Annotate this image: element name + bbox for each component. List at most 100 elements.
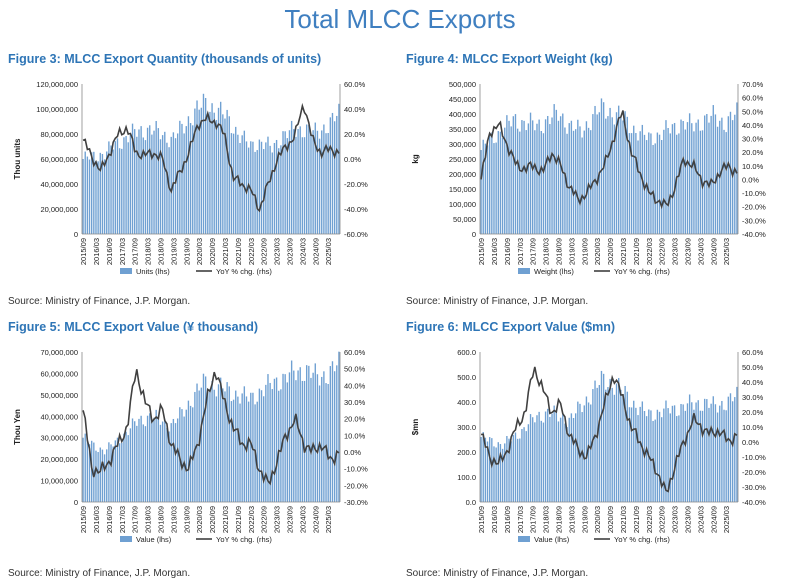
bar-mark — [723, 129, 725, 234]
bar-mark — [540, 131, 542, 234]
bar-mark — [183, 133, 185, 234]
bar-mark — [95, 450, 97, 502]
x-tick-label: 2017/03 — [516, 238, 525, 265]
bar-mark — [106, 449, 108, 502]
bar-mark — [716, 126, 719, 234]
bar-mark — [501, 448, 504, 502]
bar-mark — [542, 422, 545, 502]
bar-mark — [723, 409, 725, 502]
bar-mark — [499, 131, 502, 234]
bar-mark — [686, 403, 689, 502]
bar-mark — [697, 400, 699, 502]
x-tick-label: 2024/09 — [709, 506, 718, 533]
bar-mark — [682, 404, 684, 502]
bar-mark — [553, 405, 555, 502]
bar-mark — [609, 107, 611, 234]
bar-mark — [574, 129, 577, 234]
bar-mark — [204, 97, 207, 235]
bar-mark — [93, 442, 95, 502]
bar-mark — [312, 130, 314, 234]
bar-mark — [157, 415, 160, 502]
bar-mark — [230, 133, 233, 234]
bar-mark — [237, 134, 239, 234]
bar-mark — [544, 119, 547, 234]
bar-mark — [628, 407, 631, 502]
bar-mark — [566, 427, 568, 502]
x-tick-label: 2018/03 — [542, 506, 551, 533]
bar-mark — [187, 116, 190, 234]
bar-mark — [290, 360, 293, 502]
bar-mark — [495, 447, 497, 502]
bar-mark — [506, 436, 508, 502]
bar-mark — [129, 134, 132, 234]
bar-mark — [267, 136, 269, 234]
bar-mark — [295, 136, 297, 234]
bar-mark — [497, 131, 499, 234]
left-tick-label: 100.0 — [457, 473, 476, 482]
figure-5-chart: 0 10,000,000 20,000,000 30,000,000 40,000,00… — [13, 348, 368, 544]
bar-mark — [90, 440, 93, 502]
bar-mark — [114, 141, 117, 234]
bar-mark — [559, 116, 562, 234]
bar-mark — [729, 111, 732, 234]
bar-mark — [536, 415, 538, 502]
x-tick-label: 2018/09 — [554, 506, 563, 533]
bar-mark — [504, 443, 506, 502]
bar-mark — [250, 392, 252, 502]
bar-mark — [622, 393, 624, 502]
legend-line-label: YoY % chg. (rhs) — [614, 267, 670, 276]
x-tick-label: 2017/03 — [118, 238, 127, 265]
bar-mark — [633, 400, 635, 502]
bar-mark — [187, 400, 190, 502]
right-tick-label: 70.0% — [742, 80, 764, 89]
bar-mark — [235, 126, 237, 234]
left-tick-label: 80,000,000 — [40, 130, 78, 139]
bar-mark — [590, 130, 592, 234]
bar-mark — [243, 386, 246, 502]
bar-mark — [305, 365, 308, 502]
bar-mark — [196, 100, 198, 235]
bar-mark — [680, 403, 682, 502]
x-tick-label: 2019/03 — [169, 506, 178, 533]
x-tick-label: 2018/09 — [554, 238, 563, 265]
bar-mark — [295, 380, 297, 502]
yoy-line — [480, 110, 738, 210]
bar-mark — [559, 417, 562, 502]
bar-mark — [153, 130, 155, 234]
bar-mark — [235, 390, 237, 502]
bar-mark — [136, 136, 138, 234]
bar-mark — [519, 438, 521, 502]
right-tick-label: 20.0% — [344, 130, 366, 139]
bar-mark — [228, 116, 230, 234]
x-tick-label: 2021/03 — [619, 238, 628, 265]
bar-mark — [688, 113, 691, 234]
x-tick-label: 2021/03 — [619, 506, 628, 533]
x-tick-label: 2020/09 — [606, 238, 615, 265]
left-tick-label: 400.0 — [457, 398, 476, 407]
bar-mark — [161, 135, 164, 234]
y-axis-label: Thou units — [13, 138, 22, 179]
x-tick-label: 2017/03 — [516, 506, 525, 533]
bar-mark — [288, 130, 291, 234]
left-tick-label: 100,000,000 — [36, 105, 78, 114]
bar-mark — [564, 127, 566, 234]
bar-mark — [650, 133, 652, 234]
bar-mark — [183, 416, 185, 502]
left-tick-label: 70,000,000 — [40, 348, 78, 357]
bar-mark — [579, 403, 581, 502]
bar-mark — [523, 120, 525, 234]
left-tick-label: 500,000 — [449, 80, 476, 89]
bar-mark — [146, 415, 149, 502]
bar-mark — [95, 161, 97, 234]
bar-mark — [639, 406, 641, 502]
bar-mark — [641, 401, 644, 502]
bar-mark — [693, 131, 695, 234]
bar-mark — [667, 127, 669, 234]
x-tick-label: 2016/09 — [503, 238, 512, 265]
left-tick-label: 500.0 — [457, 373, 476, 382]
bar-mark — [209, 111, 211, 234]
bar-mark — [501, 137, 504, 234]
left-tick-label: 150,000 — [449, 185, 476, 194]
bar-mark — [663, 129, 665, 234]
bar-mark — [712, 105, 714, 234]
